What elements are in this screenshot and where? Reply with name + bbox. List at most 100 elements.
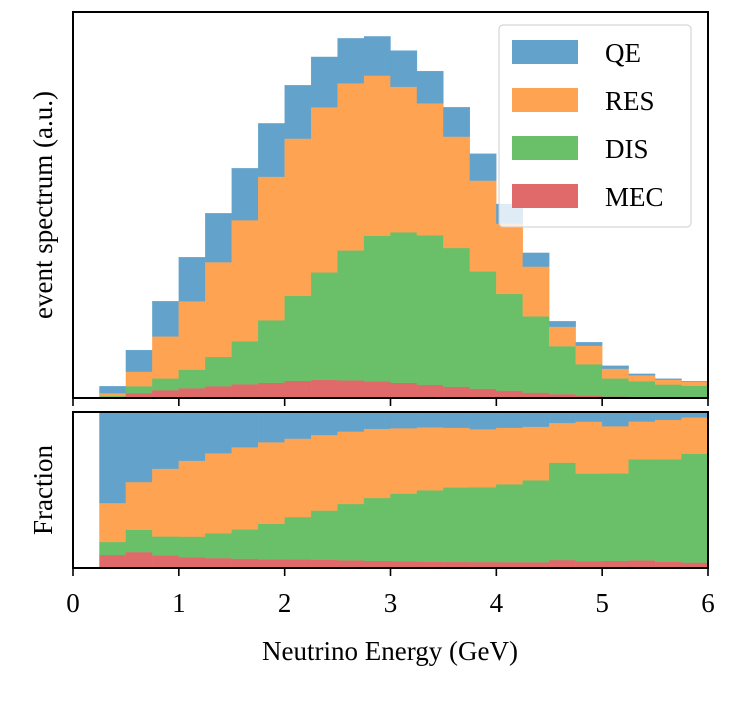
fraction-bar-qe-bin-10 (363, 412, 391, 430)
bar-mec-bin-9 (337, 380, 365, 398)
x-tick-label-2: 2 (278, 588, 292, 618)
bar-qe-bin-6 (258, 123, 285, 177)
fraction-bar-dis-bin-7 (284, 516, 312, 560)
fraction-bar-dis-bin-20 (628, 459, 656, 561)
x-tick-label-5: 5 (595, 588, 609, 618)
fraction-bar-dis-bin-6 (258, 523, 285, 560)
fraction-bar-qe-bin-3 (178, 412, 206, 461)
fraction-bar-res-bin-13 (443, 427, 471, 488)
bar-mec-bin-7 (284, 380, 312, 398)
bar-mec-bin-4 (205, 386, 232, 398)
fraction-bar-qe-bin-19 (602, 412, 629, 427)
bar-res-bin-11 (390, 86, 418, 233)
bar-qe-bin-2 (152, 301, 179, 337)
bottom-y-axis-label: Fraction (28, 445, 58, 535)
fraction-bar-mec-bin-2 (152, 555, 179, 568)
bar-qe-bin-5 (231, 168, 259, 221)
x-axis-label: Neutrino Energy (GeV) (262, 636, 518, 666)
fraction-bar-qe-bin-22 (681, 412, 708, 418)
bar-res-bin-0 (99, 392, 127, 397)
fraction-bar-qe-bin-11 (390, 412, 418, 429)
bar-res-bin-12 (416, 103, 444, 236)
fraction-bar-res-bin-7 (284, 438, 312, 518)
bar-dis-bin-7 (284, 295, 312, 382)
bar-qe-bin-3 (178, 257, 206, 302)
top-y-axis-label: event spectrum (a.u.) (28, 91, 58, 319)
bar-res-bin-20 (628, 375, 656, 382)
fraction-bar-res-bin-20 (628, 421, 656, 460)
fraction-bar-dis-bin-17 (549, 462, 576, 561)
legend: QE RES DIS MEC (498, 24, 692, 228)
bar-res-bin-15 (496, 223, 523, 295)
bar-mec-bin-11 (390, 382, 418, 398)
bar-qe-bin-13 (443, 107, 471, 137)
bar-mec-bin-12 (416, 384, 444, 398)
fraction-bar-res-bin-15 (496, 427, 523, 485)
fraction-bar-qe-bin-7 (284, 412, 312, 439)
fraction-bar-res-bin-6 (258, 442, 285, 525)
fraction-bar-dis-bin-16 (522, 480, 550, 563)
bar-dis-bin-10 (363, 235, 391, 382)
fraction-bar-dis-bin-19 (602, 473, 629, 562)
fraction-bar-dis-bin-22 (681, 453, 708, 563)
bar-mec-bin-6 (258, 382, 285, 398)
fraction-bar-qe-bin-18 (575, 412, 603, 422)
legend-swatch-qe (512, 40, 578, 64)
fraction-bar-mec-bin-0 (99, 554, 127, 568)
bar-res-bin-14 (469, 180, 497, 272)
bar-dis-bin-3 (178, 369, 206, 389)
fraction-bar-res-bin-18 (575, 421, 603, 474)
bar-res-bin-7 (284, 138, 312, 297)
bar-dis-bin-15 (496, 293, 523, 391)
bar-mec-bin-5 (231, 384, 259, 398)
bar-mec-bin-3 (178, 388, 206, 398)
fraction-bar-mec-bin-19 (602, 560, 629, 568)
fraction-bar-qe-bin-5 (231, 412, 259, 448)
legend-box (498, 24, 692, 228)
bar-qe-bin-12 (416, 70, 444, 104)
bar-dis-bin-16 (522, 316, 550, 393)
top-panel-bars (99, 36, 708, 398)
fraction-bar-dis-bin-11 (390, 493, 418, 562)
fraction-bar-res-bin-2 (152, 468, 179, 537)
fraction-bar-dis-bin-15 (496, 484, 523, 563)
fraction-bar-mec-bin-11 (390, 561, 418, 568)
bar-qe-bin-20 (628, 373, 656, 376)
fraction-bar-res-bin-12 (416, 427, 444, 491)
fraction-bar-dis-bin-0 (99, 541, 127, 556)
fraction-bar-res-bin-9 (337, 431, 365, 505)
fraction-bar-qe-bin-1 (125, 412, 153, 483)
fraction-bar-res-bin-11 (390, 428, 418, 494)
fraction-bar-mec-bin-1 (125, 551, 153, 568)
x-axis-ticks: 0 1 2 3 4 5 6 (66, 398, 715, 618)
fraction-bar-mec-bin-7 (284, 559, 312, 568)
bar-mec-bin-14 (469, 388, 497, 398)
bar-dis-bin-11 (390, 232, 418, 384)
fraction-bar-qe-bin-14 (469, 412, 497, 430)
fraction-bar-dis-bin-13 (443, 487, 471, 563)
fraction-bar-dis-bin-12 (416, 490, 444, 562)
fraction-bar-dis-bin-21 (654, 459, 682, 562)
bar-dis-bin-17 (549, 346, 576, 395)
bar-qe-bin-11 (390, 50, 418, 87)
bar-res-bin-21 (654, 379, 682, 385)
fraction-bar-dis-bin-3 (178, 536, 206, 558)
bar-dis-bin-2 (152, 378, 179, 391)
bar-res-bin-3 (178, 301, 206, 370)
bar-dis-bin-14 (469, 271, 497, 389)
fraction-bar-qe-bin-12 (416, 412, 444, 428)
bar-res-bin-13 (443, 136, 471, 249)
bar-dis-bin-19 (602, 378, 629, 397)
fraction-bar-res-bin-14 (469, 429, 497, 488)
fraction-bar-res-bin-4 (205, 453, 232, 534)
fraction-bar-qe-bin-6 (258, 412, 285, 443)
bar-res-bin-19 (602, 368, 629, 379)
fraction-bar-res-bin-5 (231, 447, 259, 530)
bar-mec-bin-2 (152, 390, 179, 398)
fraction-bar-res-bin-3 (178, 460, 206, 537)
x-tick-label-1: 1 (172, 588, 186, 618)
bar-res-bin-18 (575, 345, 603, 365)
bar-dis-bin-1 (125, 386, 153, 394)
fraction-bar-qe-bin-8 (310, 412, 338, 436)
fraction-bar-dis-bin-1 (125, 529, 153, 553)
